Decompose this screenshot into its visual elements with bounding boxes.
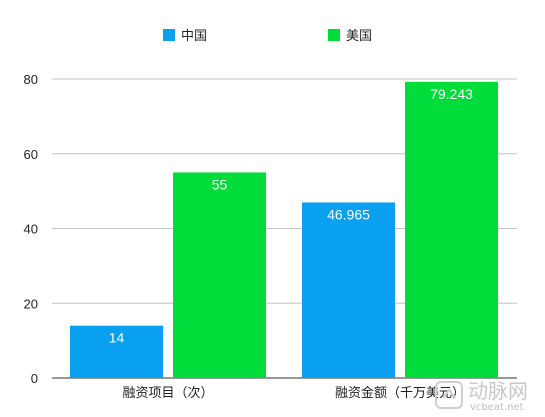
watermark-logo: 动脉网 vcbeat.net: [435, 379, 528, 413]
watermark-text: 动脉网: [468, 379, 528, 403]
bars: 14 55 46.965 79.243: [70, 81, 498, 378]
legend-label-usa: 美国: [346, 29, 372, 44]
x-axis: 融资项目（次） 融资金额（千万美元）: [122, 385, 465, 401]
x-category-label: 融资项目（次）: [122, 385, 213, 401]
legend-label-china: 中国: [181, 29, 207, 44]
y-tick-label: 80: [24, 72, 38, 87]
y-axis: 0 20 40 60 80: [24, 72, 38, 386]
y-tick-label: 40: [24, 222, 38, 237]
legend: 中国 美国: [163, 29, 372, 44]
bar-usa-projects: [173, 172, 266, 378]
watermark-logo-mark: [442, 388, 456, 399]
bar-usa-amount: [405, 81, 498, 378]
y-tick-label: 60: [24, 147, 38, 162]
bar-china-projects: [70, 325, 163, 378]
data-label: 46.965: [327, 206, 370, 222]
bar-china-amount: [302, 202, 395, 378]
y-tick-label: 0: [31, 371, 38, 386]
data-label: 79.243: [430, 86, 473, 102]
watermark-subtext: vcbeat.net: [470, 402, 524, 413]
legend-swatch-usa: [328, 29, 340, 41]
x-category-label: 融资金额（千万美元）: [335, 385, 465, 401]
legend-swatch-china: [163, 29, 175, 41]
y-tick-label: 20: [24, 296, 38, 311]
data-label: 55: [212, 176, 228, 192]
data-label: 14: [109, 330, 125, 346]
watermark-logo-icon: [435, 381, 463, 409]
